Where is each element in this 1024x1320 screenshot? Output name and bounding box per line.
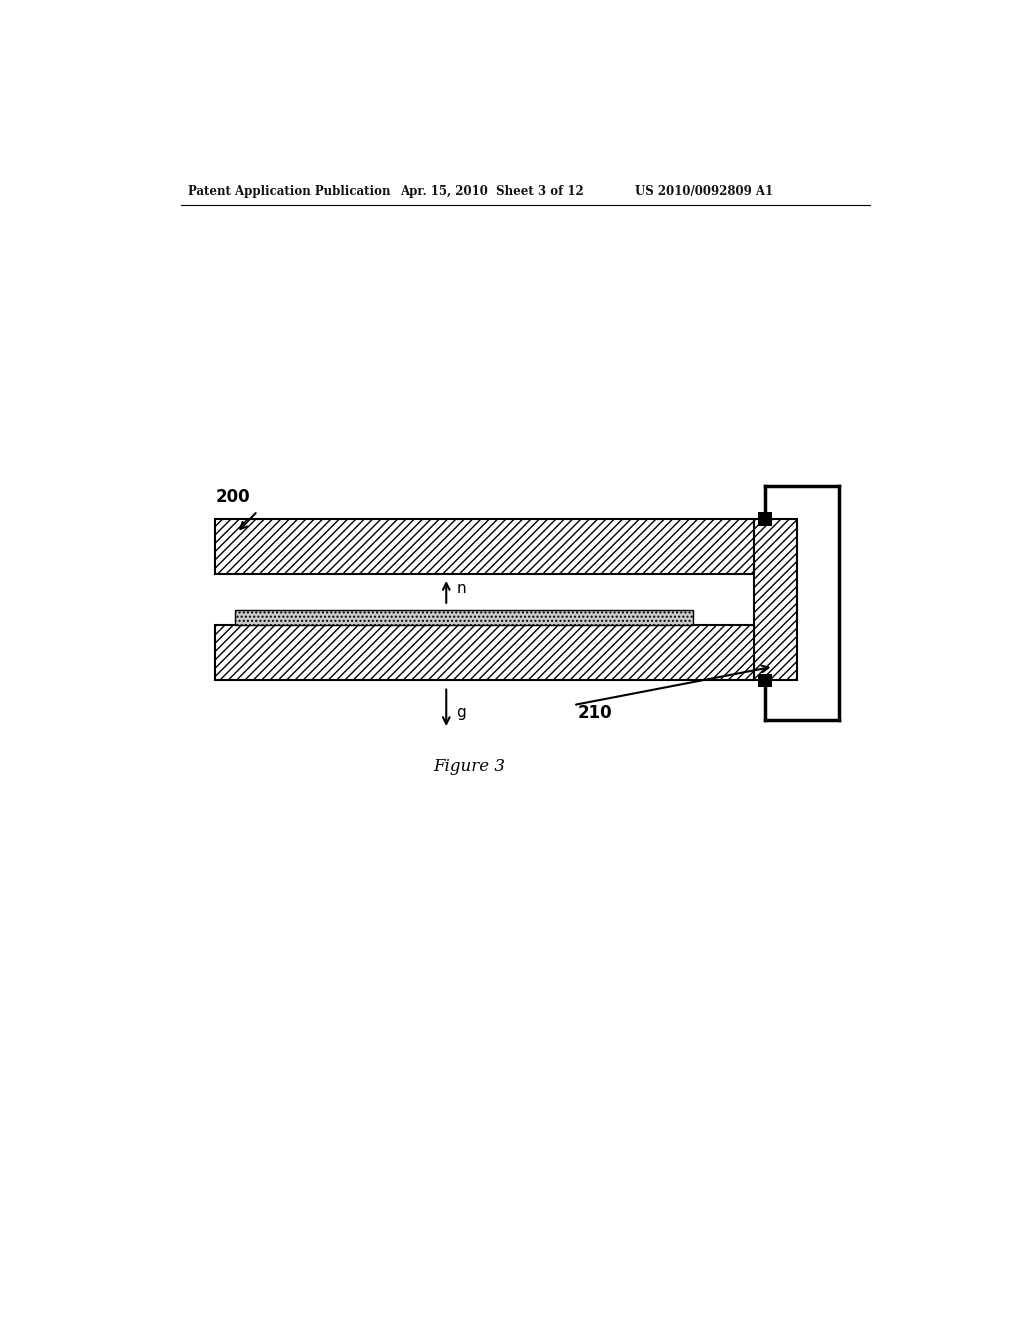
Text: 210: 210 (578, 704, 611, 722)
Text: Patent Application Publication: Patent Application Publication (188, 185, 391, 198)
Text: 200: 200 (215, 488, 250, 506)
Bar (758, 512, 772, 525)
Bar (215, 519, 755, 574)
Bar (755, 519, 797, 681)
Bar (215, 626, 755, 681)
Text: US 2010/0092809 A1: US 2010/0092809 A1 (635, 185, 773, 198)
Text: Figure 3: Figure 3 (433, 758, 506, 775)
Bar (234, 610, 692, 626)
Text: g: g (457, 705, 466, 719)
Text: Apr. 15, 2010  Sheet 3 of 12: Apr. 15, 2010 Sheet 3 of 12 (400, 185, 584, 198)
Bar (758, 673, 772, 688)
Text: n: n (457, 581, 466, 595)
